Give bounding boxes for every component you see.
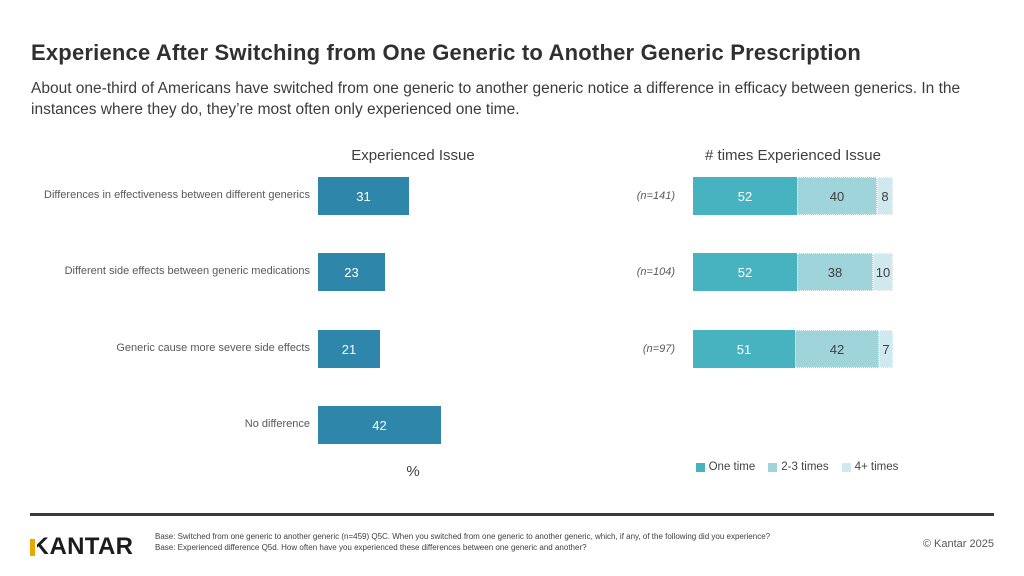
bar: 21 <box>318 330 380 368</box>
footer-divider <box>30 513 994 516</box>
stacked-bar: 52 38 10 <box>693 253 893 291</box>
experienced-issue-chart-title: Experienced Issue <box>351 147 475 164</box>
legend-swatch <box>841 462 851 472</box>
legend-item: 4+ times <box>841 461 899 473</box>
experienced-issue-chart: Differences in effectiveness between dif… <box>0 177 512 457</box>
legend-item: One time <box>695 461 756 473</box>
legend: One time 2-3 times 4+ times <box>686 461 908 473</box>
category-label: No difference <box>244 418 310 431</box>
stacked-bar: 51 42 7 <box>693 330 893 368</box>
bar-row: No difference 42 <box>25 406 441 444</box>
legend-label: 4+ times <box>854 461 899 473</box>
bar-segment: 10 <box>873 253 893 291</box>
percent-axis-label: % <box>406 463 420 480</box>
copyright: © Kantar 2025 <box>922 538 994 550</box>
kantar-logo-text: ANTAR <box>49 533 134 560</box>
category-label: Generic cause more severe side effects <box>116 342 310 355</box>
bar-segment: 38 <box>797 253 873 291</box>
base-note-line: Base: Experienced difference Q5d. How of… <box>155 542 587 552</box>
bar-segment: 42 <box>795 330 879 368</box>
sample-size-label: (n=141) <box>636 190 675 202</box>
sample-size-label: (n=97) <box>642 343 675 355</box>
legend-swatch <box>695 462 705 472</box>
bar-row: Generic cause more severe side effects 21 <box>25 330 380 368</box>
bar: 31 <box>318 177 409 215</box>
base-notes: Base: Switched from one generic to anoth… <box>155 532 825 553</box>
subtitle: About one-third of Americans have switch… <box>31 80 961 119</box>
times-experienced-chart: (n=141) 52 40 8 (n=104) 52 38 10 (n=97) 51 42 7 <box>512 177 1024 407</box>
legend-item: 2-3 times <box>768 461 829 473</box>
legend-label: One time <box>708 461 756 473</box>
bar: 23 <box>318 253 385 291</box>
bar-segment: 8 <box>877 177 893 215</box>
bar-segment: 52 <box>693 253 797 291</box>
stacked-bar-row: (n=97) 51 42 7 <box>512 330 893 368</box>
stacked-bar: 52 40 8 <box>693 177 893 215</box>
bar-segment: 51 <box>693 330 795 368</box>
kantar-logo: K ANTAR <box>30 534 133 560</box>
bar-segment: 7 <box>879 330 893 368</box>
bar: 42 <box>318 406 441 444</box>
category-label: Different side effects between generic m… <box>64 265 310 278</box>
category-label: Differences in effectiveness between dif… <box>44 189 310 202</box>
stacked-bar-row: (n=141) 52 40 8 <box>512 177 893 215</box>
sample-size-label: (n=104) <box>636 266 675 278</box>
bar-row: Different side effects between generic m… <box>25 253 385 291</box>
kantar-logo-k: K <box>37 534 50 560</box>
base-note-line: Base: Switched from one generic to anoth… <box>155 532 771 541</box>
times-experienced-chart-title: # times Experienced Issue <box>705 147 881 164</box>
legend-label: 2-3 times <box>781 461 829 473</box>
bar-row: Differences in effectiveness between dif… <box>25 177 409 215</box>
bar-segment: 40 <box>797 177 877 215</box>
kantar-logo-accent-bar <box>30 538 35 556</box>
bar-segment: 52 <box>693 177 797 215</box>
page-title: Experience After Switching from One Gene… <box>31 40 861 65</box>
stacked-bar-row: (n=104) 52 38 10 <box>512 253 893 291</box>
legend-swatch <box>768 462 778 472</box>
